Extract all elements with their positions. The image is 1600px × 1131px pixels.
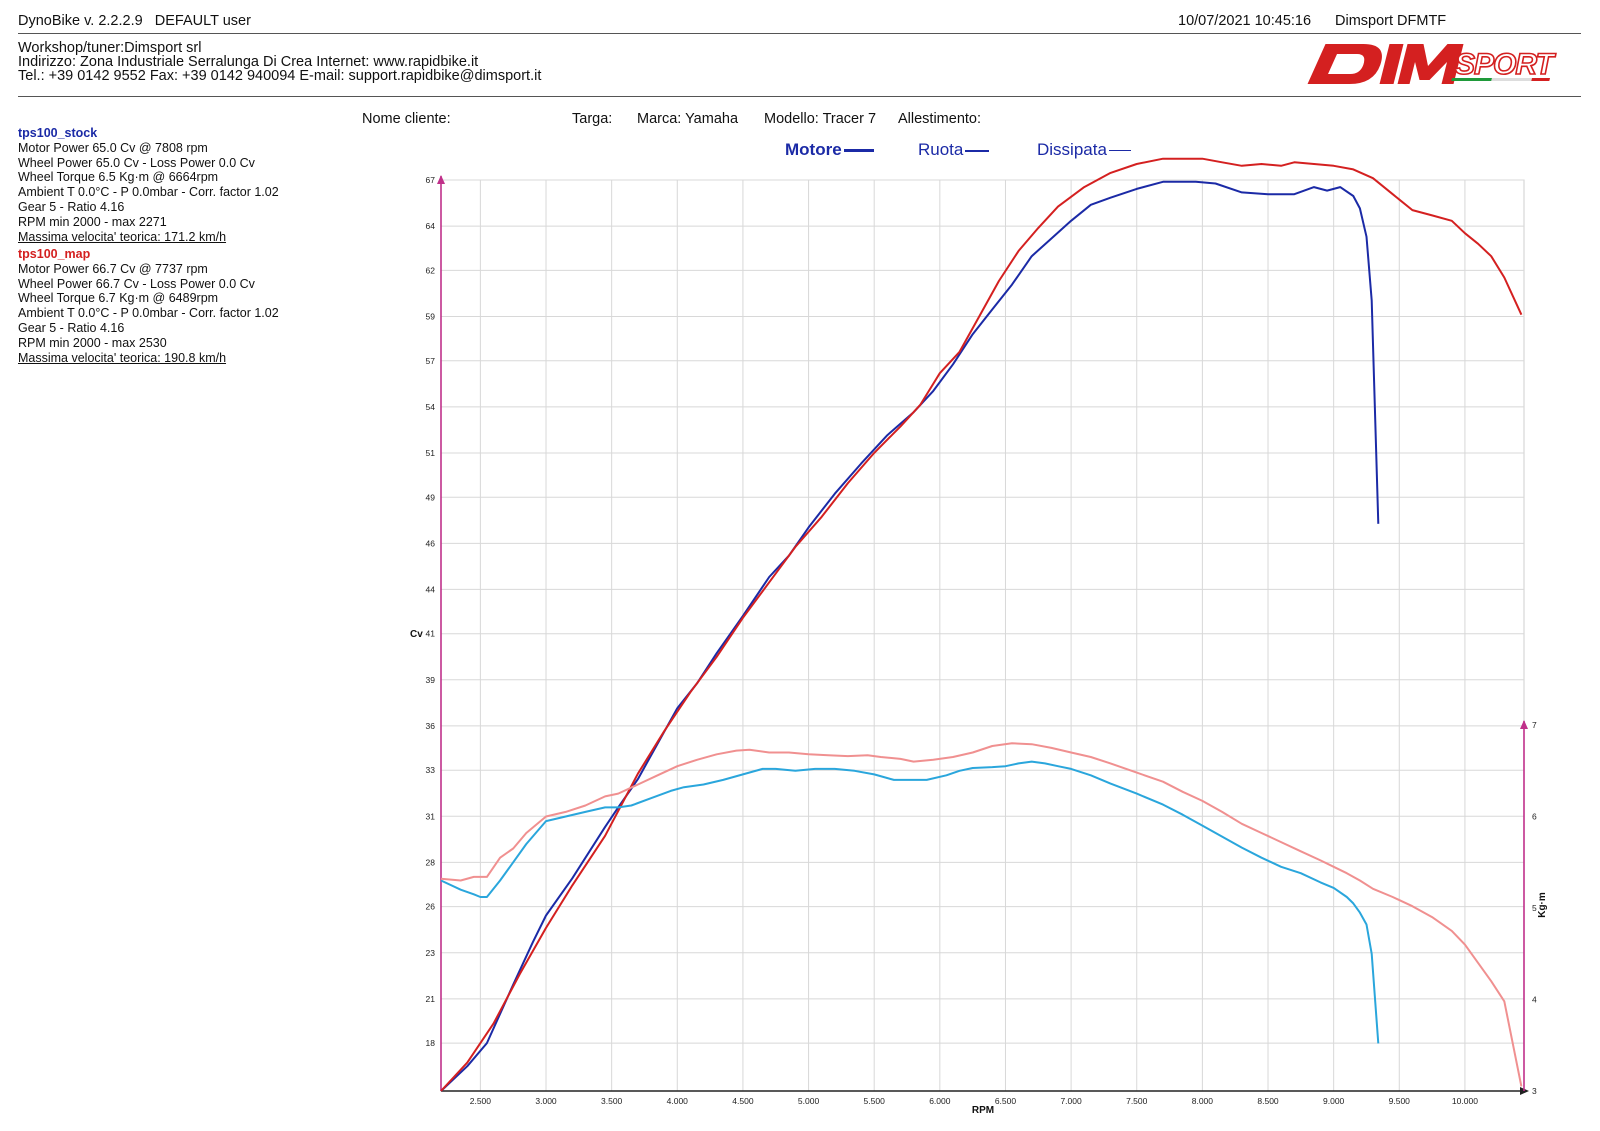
y-right-tick-label: 3 bbox=[1532, 1086, 1537, 1096]
test-name: tps100_stock bbox=[18, 126, 98, 140]
plate-label: Targa: bbox=[572, 111, 613, 127]
test-line: Gear 5 - Ratio 4.16 bbox=[18, 320, 125, 335]
x-axis-label: RPM bbox=[972, 1105, 994, 1116]
chart-curves bbox=[440, 157, 1523, 1092]
chart-ticks: 2.500 3.000 3.500 4.000 4.500 5.000 5.500 6.000… bbox=[426, 175, 1537, 1106]
y-left-tick-label: 49 bbox=[426, 492, 436, 502]
trim-label: Allestimento: bbox=[898, 111, 982, 127]
y-left-tick-label: 67 bbox=[426, 175, 436, 185]
test-line: Ambient T 0.0°C - P 0.0mbar - Corr. fact… bbox=[18, 306, 279, 321]
legend-motore: Motore bbox=[785, 140, 874, 160]
x-tick-label: 6.500 bbox=[995, 1096, 1017, 1106]
workshop-rule bbox=[18, 96, 1581, 97]
series-line-1 bbox=[440, 157, 1523, 1092]
y-left-tick-label: 46 bbox=[426, 538, 436, 548]
y-left-tick-label: 59 bbox=[426, 311, 436, 321]
x-tick-label: 6.000 bbox=[929, 1096, 951, 1106]
test-block-map: tps100_map Motor Power 66.7 Cv @ 7737 rp… bbox=[18, 247, 279, 365]
y-left-tick-label: 57 bbox=[426, 356, 436, 366]
y-left-tick-label: 33 bbox=[426, 765, 436, 775]
legend-dissipata-label: Dissipata bbox=[1037, 140, 1107, 159]
y-left-tick-label: 23 bbox=[426, 948, 436, 958]
y-left-axis-label: Cv bbox=[410, 629, 423, 640]
y-left-tick-label: 51 bbox=[426, 448, 436, 458]
app-title: DynoBike v. 2.2.2.9 DEFAULT user bbox=[18, 13, 251, 29]
series-line-0 bbox=[440, 180, 1380, 1092]
x-tick-label: 3.000 bbox=[535, 1096, 557, 1106]
x-tick-label: 3.500 bbox=[601, 1096, 623, 1106]
x-tick-label: 2.500 bbox=[470, 1096, 492, 1106]
test-line: RPM min 2000 - max 2530 bbox=[18, 335, 167, 350]
x-tick-label: 5.000 bbox=[798, 1096, 820, 1106]
x-tick-label: 10.000 bbox=[1452, 1096, 1478, 1106]
brand-label: Marca: Yamaha bbox=[637, 111, 739, 127]
y-left-tick-label: 54 bbox=[426, 402, 436, 412]
test-block-stock: tps100_stock Motor Power 65.0 Cv @ 7808 … bbox=[18, 126, 279, 244]
y-left-tick-label: 36 bbox=[426, 721, 436, 731]
x-tick-label: 9.000 bbox=[1323, 1096, 1345, 1106]
workshop-line-1: Workshop/tuner:Dimsport srl bbox=[18, 40, 202, 56]
y-left-tick-label: 26 bbox=[426, 902, 436, 912]
test-vmax: Massima velocita' teorica: 171.2 km/h bbox=[18, 229, 227, 244]
workshop-line-2: Indirizzo: Zona Industriale Serralunga D… bbox=[18, 54, 479, 70]
legend-motore-swatch bbox=[843, 149, 874, 153]
y-left-tick-label: 21 bbox=[426, 994, 436, 1004]
chart-grid bbox=[440, 179, 1525, 1092]
series-line-3 bbox=[440, 742, 1523, 1087]
test-line: Wheel Power 65.0 Cv - Loss Power 0.0 Cv bbox=[18, 155, 255, 170]
y-left-axis-arrow bbox=[437, 175, 445, 184]
legend-ruota-label: Ruota bbox=[918, 140, 964, 159]
legend-dissipata-swatch bbox=[1108, 150, 1131, 152]
y-left-tick-label: 64 bbox=[426, 221, 436, 231]
y-right-tick-label: 4 bbox=[1532, 995, 1537, 1005]
model-label: Modello: Tracer 7 bbox=[764, 111, 877, 127]
series-line-2 bbox=[440, 760, 1380, 1044]
legend-ruota: Ruota bbox=[918, 140, 990, 160]
dimsport-logo: SPORT bbox=[1307, 38, 1563, 90]
y-left-tick-label: 39 bbox=[426, 675, 436, 685]
x-tick-label: 8.500 bbox=[1257, 1096, 1279, 1106]
y-left-tick-label: 41 bbox=[426, 629, 436, 639]
y-right-tick-label: 5 bbox=[1532, 903, 1537, 913]
x-tick-label: 4.000 bbox=[667, 1096, 689, 1106]
test-line: Motor Power 66.7 Cv @ 7737 rpm bbox=[18, 261, 208, 276]
app-version: DynoBike v. 2.2.2.9 bbox=[18, 13, 143, 29]
y-left-tick-label: 28 bbox=[426, 857, 436, 867]
y-left-tick-label: 18 bbox=[426, 1038, 436, 1048]
x-tick-label: 7.000 bbox=[1060, 1096, 1082, 1106]
y-left-tick-label: 44 bbox=[426, 584, 436, 594]
x-tick-label: 7.500 bbox=[1126, 1096, 1148, 1106]
y-right-axis-label: Kg·m bbox=[1537, 892, 1548, 918]
test-line: Wheel Torque 6.7 Kg·m @ 6489rpm bbox=[18, 291, 219, 306]
test-line: Wheel Torque 6.5 Kg·m @ 6664rpm bbox=[18, 170, 219, 185]
test-name: tps100_map bbox=[18, 247, 91, 261]
device-name: Dimsport DFMTF bbox=[1335, 13, 1447, 29]
test-line: RPM min 2000 - max 2271 bbox=[18, 214, 167, 229]
workshop-line-3: Tel.: +39 0142 9552 Fax: +39 0142 940094… bbox=[18, 68, 542, 84]
y-right-axis-arrow bbox=[1520, 720, 1528, 729]
x-tick-label: 8.000 bbox=[1192, 1096, 1214, 1106]
y-right-tick-label: 6 bbox=[1532, 812, 1537, 822]
test-vmax: Massima velocita' teorica: 190.8 km/h bbox=[18, 350, 227, 365]
legend-ruota-swatch bbox=[965, 149, 990, 152]
x-tick-label: 4.500 bbox=[732, 1096, 754, 1106]
test-line: Motor Power 65.0 Cv @ 7808 rpm bbox=[18, 140, 208, 155]
test-line: Wheel Power 66.7 Cv - Loss Power 0.0 Cv bbox=[18, 276, 255, 291]
test-line: Gear 5 - Ratio 4.16 bbox=[18, 199, 125, 214]
chart-axes bbox=[437, 175, 1529, 1095]
x-tick-label: 9.500 bbox=[1389, 1096, 1411, 1106]
legend-motore-label: Motore bbox=[785, 140, 842, 159]
user-name: DEFAULT user bbox=[154, 13, 251, 29]
y-right-tick-label: 7 bbox=[1532, 720, 1537, 730]
report-datetime: 10/07/2021 10:45:16 bbox=[1178, 13, 1312, 29]
y-left-tick-label: 62 bbox=[426, 265, 436, 275]
y-left-tick-label: 31 bbox=[426, 811, 436, 821]
test-line: Ambient T 0.0°C - P 0.0mbar - Corr. fact… bbox=[18, 185, 279, 200]
legend-dissipata: Dissipata bbox=[1037, 140, 1131, 160]
customer-name-label: Nome cliente: bbox=[362, 111, 451, 127]
x-tick-label: 5.500 bbox=[864, 1096, 886, 1106]
header-rule bbox=[18, 33, 1581, 34]
svg-text:SPORT: SPORT bbox=[1455, 48, 1556, 81]
